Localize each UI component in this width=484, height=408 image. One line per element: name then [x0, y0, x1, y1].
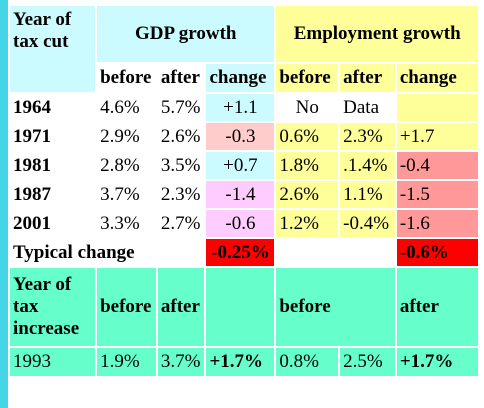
table-row-year: 1971 — [10, 123, 96, 150]
gdp-change-cell: -0.6 — [206, 210, 275, 237]
emp-after-cell: 2.3% — [340, 123, 395, 150]
gdp-after-cell: 2.6% — [157, 123, 205, 150]
emp-before-cell: 1.8% — [276, 152, 339, 179]
tax-increase-line1: Year of — [13, 274, 72, 295]
emp-before-cell: No — [276, 94, 339, 121]
typical-change-label: Typical change — [10, 239, 205, 266]
year-of-tax-increase-header: Year of tax increase — [10, 268, 96, 346]
emp-after-cell: 2.5% — [340, 348, 395, 376]
emp-before-cell: 0.8% — [276, 348, 339, 376]
gdp-change-cell: +1.7% — [206, 348, 275, 376]
year-of-tax-cut-line1: Year of — [13, 9, 72, 30]
left-accent-bar — [0, 0, 8, 408]
typical-gdp-change: -0.25% — [206, 239, 275, 266]
year-of-tax-cut-line2: tax cut — [13, 31, 69, 52]
gdp-before-cell: 2.8% — [97, 152, 156, 179]
emp-change-cell: -1.6 — [396, 210, 478, 237]
employment-growth-header: Employment growth — [276, 6, 478, 62]
emp-before-cell: 2.6% — [276, 181, 339, 208]
emp-after-header: after — [340, 64, 395, 92]
table-row-year: 1993 — [10, 348, 96, 376]
gdp-after-header: after — [157, 64, 205, 92]
gdp-after-cell: 2.3% — [157, 181, 205, 208]
gdp-change-header: change — [206, 64, 275, 92]
gdp-after-cell: 3.7% — [157, 348, 205, 376]
year-of-tax-cut-header: Year of tax cut — [10, 6, 96, 92]
table-row-year: 1981 — [10, 152, 96, 179]
emp-before-header: before — [276, 64, 339, 92]
emp-before-cell: 0.6% — [276, 123, 339, 150]
emp-after-cell: .1.4% — [340, 152, 395, 179]
gdp-change-cell: +1.1 — [206, 94, 275, 121]
gdp-before-cell: 4.6% — [97, 94, 156, 121]
gdp-change-cell: -0.3 — [206, 123, 275, 150]
tax-increase-line3: increase — [13, 318, 80, 339]
emp-change-cell: +1.7 — [396, 123, 478, 150]
gdp-before-cell: 3.7% — [97, 181, 156, 208]
tax-cut-growth-table: Year of tax cut GDP growth Employment gr… — [8, 4, 480, 378]
table-row-year: 1987 — [10, 181, 96, 208]
gdp-growth-header: GDP growth — [97, 6, 275, 62]
gdp-change-cell: -1.4 — [206, 181, 275, 208]
gdp-after-cell: 3.5% — [157, 152, 205, 179]
tax-increase-line2: tax — [13, 296, 39, 317]
emp-after-cell: 1.1% — [340, 181, 395, 208]
typical-empty — [276, 239, 395, 266]
emp-change-cell: -1.5 — [396, 181, 478, 208]
gdp-before-header: before — [97, 64, 156, 92]
emp-after-cell: Data — [340, 94, 395, 121]
gdp-before-cell: 2.9% — [97, 123, 156, 150]
increase-gdp-change-header — [206, 268, 275, 346]
increase-emp-after-header: after — [396, 268, 478, 346]
table-row-year: 1964 — [10, 94, 96, 121]
emp-change-cell — [396, 94, 478, 121]
emp-change-cell: +1.7% — [396, 348, 478, 376]
emp-change-header: change — [396, 64, 478, 92]
emp-before-cell: 1.2% — [276, 210, 339, 237]
gdp-before-cell: 3.3% — [97, 210, 156, 237]
gdp-change-cell: +0.7 — [206, 152, 275, 179]
increase-gdp-after-header: after — [157, 268, 205, 346]
gdp-before-cell: 1.9% — [97, 348, 156, 376]
gdp-after-cell: 2.7% — [157, 210, 205, 237]
increase-gdp-before-header: before — [97, 268, 156, 346]
increase-emp-before-header: before — [276, 268, 395, 346]
emp-change-cell: -0.4 — [396, 152, 478, 179]
typical-emp-change: -0.6% — [396, 239, 478, 266]
table-row-year: 2001 — [10, 210, 96, 237]
emp-after-cell: -0.4% — [340, 210, 395, 237]
gdp-after-cell: 5.7% — [157, 94, 205, 121]
